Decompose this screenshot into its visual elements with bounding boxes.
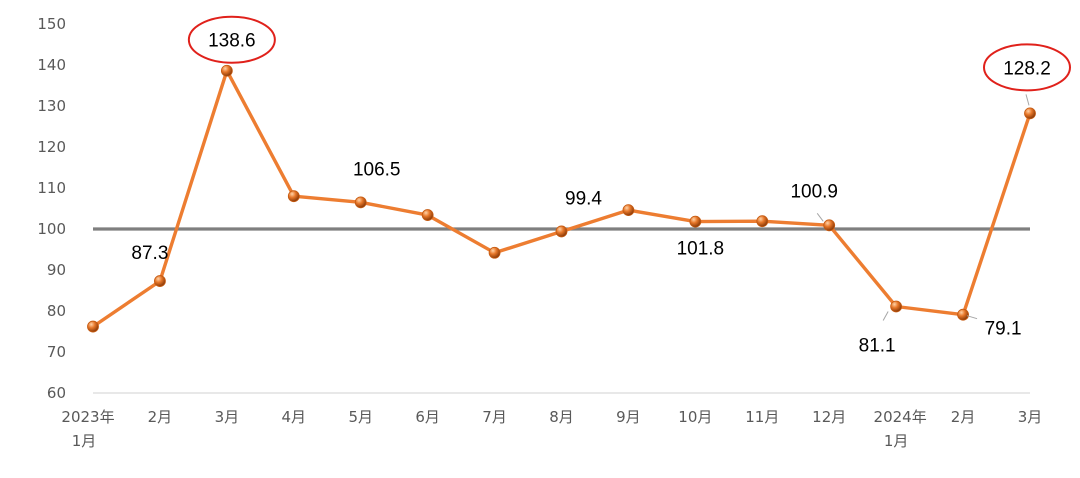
leader-line bbox=[966, 315, 978, 320]
series-group bbox=[87, 64, 1036, 333]
data-label: 81.1 bbox=[859, 335, 896, 356]
data-point bbox=[890, 300, 903, 313]
data-point bbox=[622, 204, 635, 217]
y-axis: 60 70 80 90 100 110 120 130 140 150 bbox=[37, 15, 66, 402]
data-point bbox=[87, 320, 99, 333]
x-tick-label: 3月 bbox=[215, 408, 240, 426]
data-label: 106.5 bbox=[353, 159, 401, 180]
data-point bbox=[220, 64, 233, 77]
y-tick-label: 130 bbox=[37, 97, 66, 115]
data-label: 87.3 bbox=[131, 243, 168, 264]
data-point bbox=[555, 225, 568, 238]
data-label: 138.6 bbox=[208, 31, 256, 52]
data-point bbox=[287, 190, 300, 203]
y-tick-label: 120 bbox=[37, 138, 66, 156]
x-tick-label: 1月 bbox=[884, 432, 909, 450]
data-point bbox=[488, 246, 501, 259]
data-label-group: 87.3 138.6 106.5 99.4 101.8 100.9 81.1 79.1 128.… bbox=[131, 15, 1071, 356]
data-point bbox=[957, 308, 969, 321]
y-tick-label: 90 bbox=[47, 261, 66, 279]
series-line bbox=[92, 68, 1032, 329]
y-tick-label: 150 bbox=[37, 15, 66, 33]
x-tick-label: 11月 bbox=[745, 408, 779, 426]
x-tick-label: 2024年 bbox=[874, 408, 927, 426]
data-point bbox=[421, 209, 434, 221]
data-label: 79.1 bbox=[985, 319, 1022, 340]
leader-line bbox=[1025, 94, 1030, 106]
x-tick-label: 1月 bbox=[72, 432, 97, 450]
data-point bbox=[823, 219, 836, 232]
y-tick-label: 60 bbox=[47, 384, 66, 402]
data-point bbox=[689, 215, 702, 228]
highlight-ellipse bbox=[187, 15, 276, 64]
y-tick-label: 110 bbox=[37, 179, 66, 197]
data-point bbox=[756, 215, 769, 228]
x-axis: 2023年 1月 2月 3月 4月 5月 6月 7月 8月 9月 10月 11月 12月 2024年 1月 2… bbox=[61, 392, 1043, 450]
data-point bbox=[1024, 107, 1036, 120]
leader-line bbox=[882, 311, 889, 321]
y-tick-label: 100 bbox=[37, 220, 66, 238]
data-label: 99.4 bbox=[565, 188, 602, 209]
x-tick-label: 2月 bbox=[951, 408, 976, 426]
data-point bbox=[354, 196, 367, 209]
x-tick-label: 3月 bbox=[1018, 408, 1043, 426]
x-tick-label: 7月 bbox=[482, 408, 507, 426]
highlight-ellipse bbox=[983, 43, 1071, 92]
x-tick-label: 2月 bbox=[148, 408, 173, 426]
x-tick-label: 10月 bbox=[678, 408, 712, 426]
y-tick-label: 70 bbox=[47, 343, 66, 361]
data-point bbox=[154, 275, 166, 287]
data-label: 128.2 bbox=[1003, 58, 1051, 79]
leader-line bbox=[816, 213, 824, 222]
data-label: 100.9 bbox=[790, 181, 838, 202]
x-tick-label: 9月 bbox=[616, 408, 641, 426]
x-tick-label: 2023年 bbox=[61, 408, 114, 426]
y-tick-label: 80 bbox=[47, 302, 66, 320]
x-tick-label: 4月 bbox=[282, 408, 307, 426]
x-tick-label: 6月 bbox=[415, 408, 440, 426]
x-tick-label: 12月 bbox=[812, 408, 846, 426]
y-tick-label: 140 bbox=[37, 56, 66, 74]
x-tick-label: 8月 bbox=[549, 408, 574, 426]
x-tick-label: 5月 bbox=[348, 408, 373, 426]
data-label: 101.8 bbox=[677, 239, 725, 260]
